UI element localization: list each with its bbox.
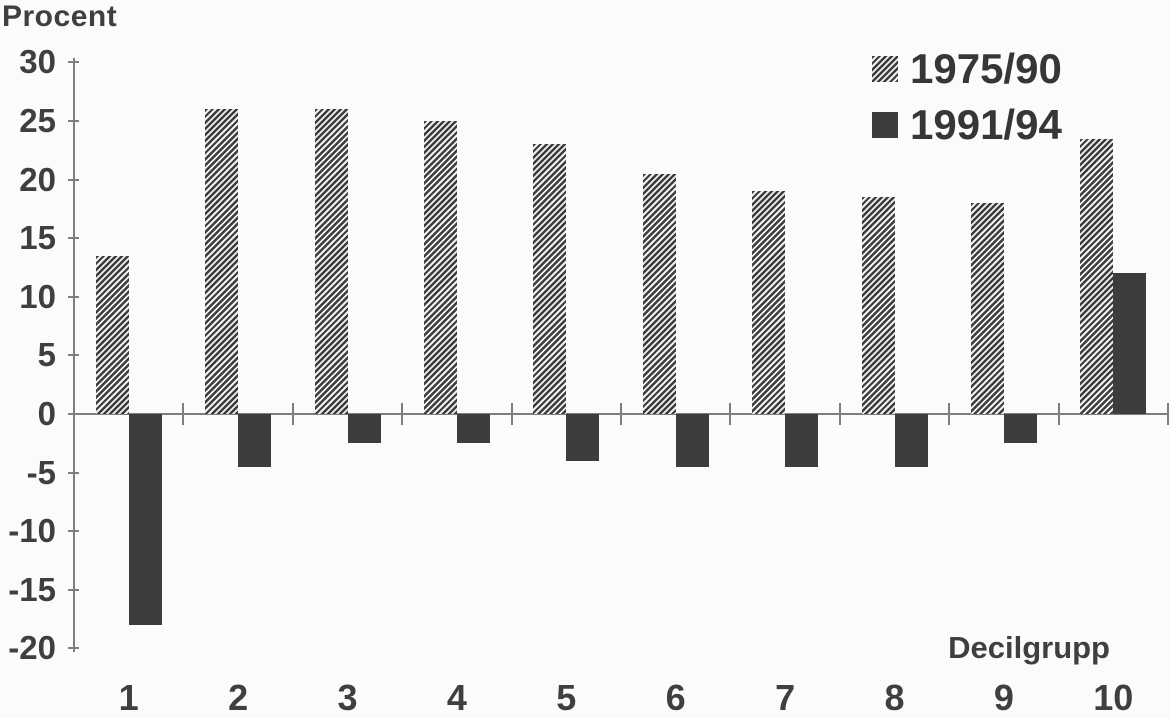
x-axis-tick xyxy=(291,403,294,425)
bar-1991-94-decile-2 xyxy=(238,414,272,467)
x-axis-tick xyxy=(1167,403,1169,425)
y-axis-title: Procent xyxy=(2,0,118,33)
bar-1991-94-decile-10 xyxy=(1113,273,1147,414)
x-axis-tick xyxy=(729,403,732,425)
x-axis-category-label: 1 xyxy=(118,677,139,718)
y-axis-tick-label: -10 xyxy=(8,512,56,550)
bar-1975-90-decile-7 xyxy=(752,191,786,414)
x-axis-tick xyxy=(182,403,185,425)
legend-item-1975-90: 1975/90 xyxy=(872,48,1062,90)
legend-label-1991-94: 1991/94 xyxy=(910,101,1062,148)
y-axis-tick xyxy=(68,530,79,533)
x-axis-category-label: 10 xyxy=(1093,677,1134,718)
bar-1991-94-decile-5 xyxy=(566,414,600,461)
x-axis-tick xyxy=(1057,403,1060,425)
y-axis-tick-label: 20 xyxy=(19,160,56,198)
x-axis-tick xyxy=(838,403,841,425)
bar-1975-90-decile-2 xyxy=(205,109,239,414)
y-axis-tick-label: -20 xyxy=(8,629,56,667)
bar-1991-94-decile-6 xyxy=(675,414,709,467)
x-axis-title: Decilgrupp xyxy=(948,630,1110,665)
y-axis-tick xyxy=(68,237,79,240)
y-axis-tick-label: -15 xyxy=(8,570,56,608)
x-axis-tick xyxy=(510,403,513,425)
x-axis-category-label: 5 xyxy=(556,677,577,718)
y-axis-tick xyxy=(68,471,79,474)
x-axis-tick xyxy=(948,403,951,425)
bar-1991-94-decile-9 xyxy=(1003,414,1037,444)
bar-1991-94-decile-7 xyxy=(785,414,819,467)
bar-1991-94-decile-8 xyxy=(894,414,928,467)
y-axis-tick xyxy=(68,295,79,298)
y-axis-tick xyxy=(68,647,79,650)
x-axis-category-label: 6 xyxy=(665,677,686,718)
bar-1991-94-decile-3 xyxy=(347,414,381,444)
bar-1975-90-decile-6 xyxy=(642,173,676,414)
bar-1975-90-decile-3 xyxy=(314,109,348,414)
x-axis-category-label: 7 xyxy=(775,677,796,718)
legend-item-1991-94: 1991/94 xyxy=(872,104,1062,146)
bar-1975-90-decile-1 xyxy=(95,255,129,414)
x-axis-tick xyxy=(401,403,404,425)
x-axis-category-label: 2 xyxy=(228,677,249,718)
bar-1975-90-decile-9 xyxy=(970,203,1004,414)
y-axis-tick xyxy=(68,413,79,415)
y-axis-tick-label: 25 xyxy=(19,102,56,139)
y-axis-tick-label: 5 xyxy=(37,336,56,374)
x-axis-category-label: 3 xyxy=(337,677,358,718)
bar-1975-90-decile-10 xyxy=(1080,138,1114,414)
x-axis-tick xyxy=(620,403,622,425)
legend-label-1975-90: 1975/90 xyxy=(910,45,1062,92)
bar-1991-94-decile-4 xyxy=(456,414,490,444)
y-axis-tick-label: 30 xyxy=(19,43,56,81)
legend-swatch-solid-icon xyxy=(872,112,898,138)
x-axis-category-label: 9 xyxy=(993,677,1014,718)
legend-swatch-hatched-icon xyxy=(872,56,898,82)
y-axis-tick xyxy=(68,120,79,122)
y-axis-tick-label: -5 xyxy=(26,453,56,491)
bar-1975-90-decile-4 xyxy=(423,121,457,414)
y-axis-tick xyxy=(68,61,79,64)
y-axis-tick xyxy=(68,178,79,181)
legend: 1975/90 1991/94 xyxy=(872,48,1062,146)
y-axis-tick-label: 15 xyxy=(19,219,56,257)
y-axis-tick-label: 10 xyxy=(19,277,56,315)
x-axis-category-label: 8 xyxy=(884,677,905,718)
y-axis-tick-label: 0 xyxy=(37,395,56,432)
bar-1975-90-decile-5 xyxy=(533,144,567,414)
bar-1975-90-decile-8 xyxy=(861,197,895,414)
y-axis-tick xyxy=(68,354,79,357)
bar-1991-94-decile-1 xyxy=(128,414,162,625)
y-axis-tick xyxy=(68,588,79,591)
x-axis-category-label: 4 xyxy=(446,677,467,718)
